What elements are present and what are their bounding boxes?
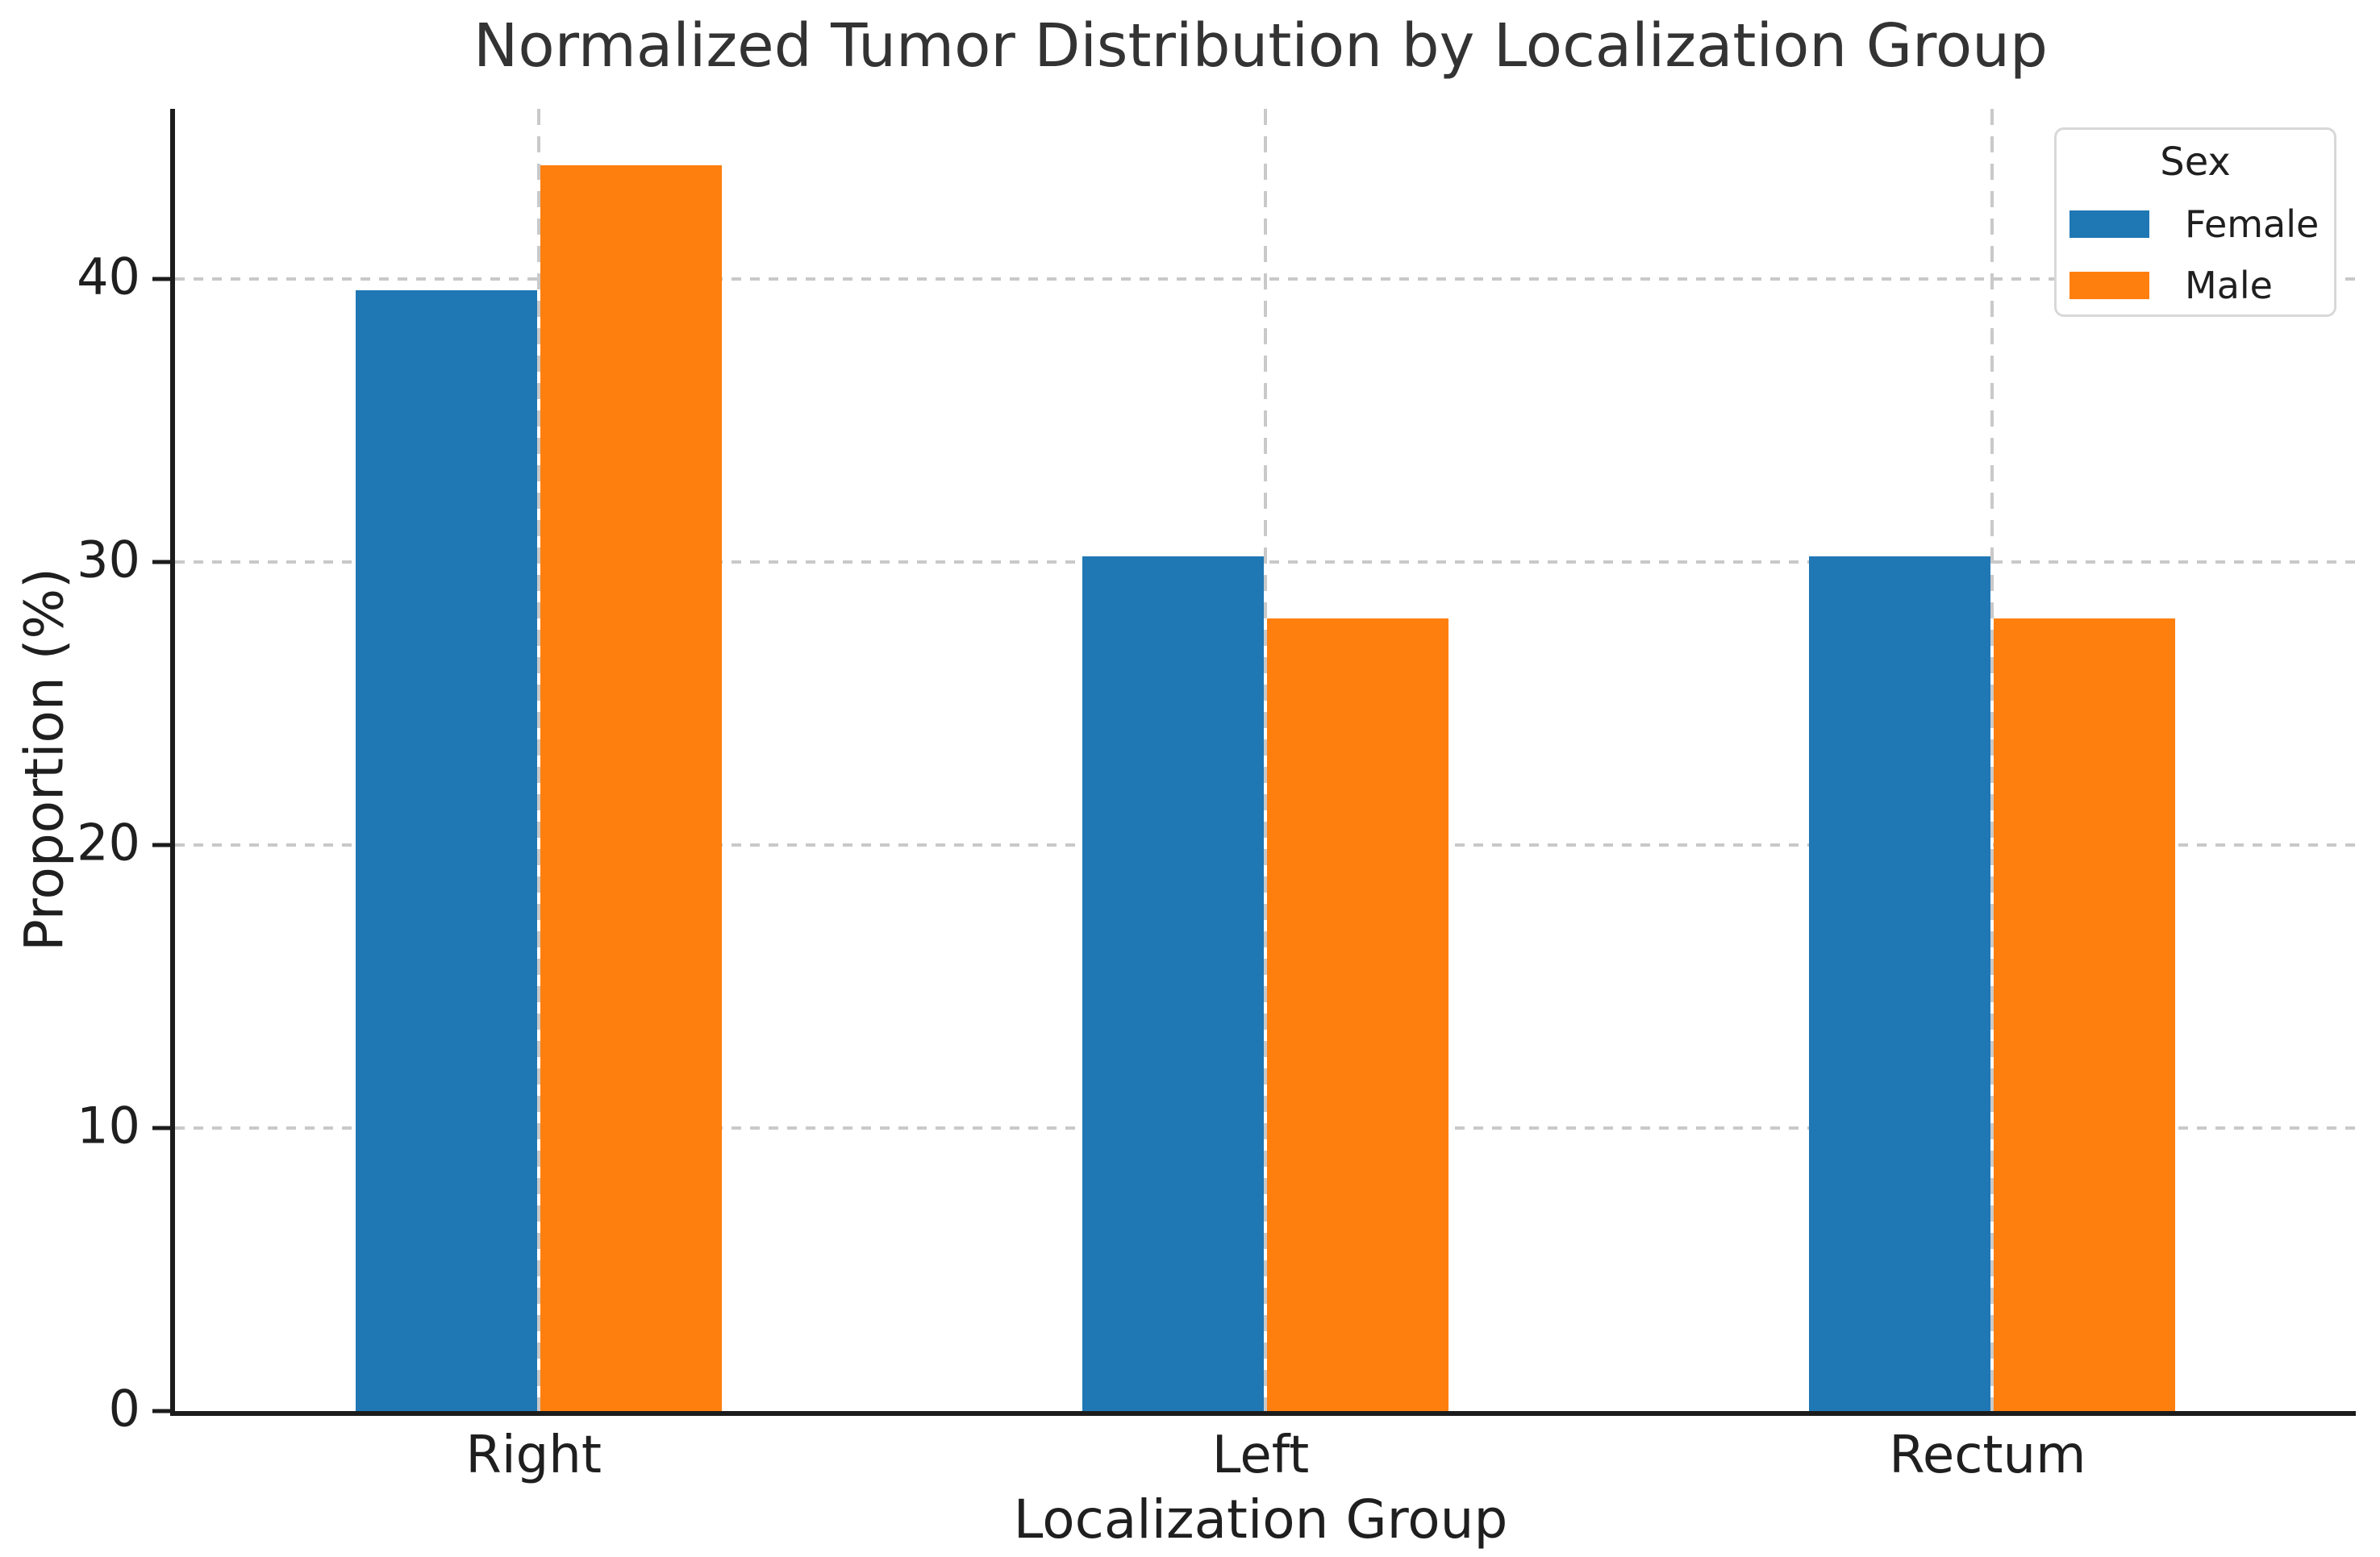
chart-title: Normalized Tumor Distribution by Localiz… (473, 11, 2048, 81)
legend-title: Sex (2160, 139, 2231, 185)
gridline-x-right (536, 109, 540, 1411)
legend-swatch-female (2069, 210, 2149, 238)
gridline-x-left (1264, 109, 1267, 1411)
legend: Sex Female Male (2054, 127, 2336, 317)
y-tick-label-40: 40 (77, 247, 140, 306)
y-tick-label-20: 20 (77, 813, 140, 872)
bar-rectum-male (1994, 618, 2176, 1411)
x-tick-label-left: Left (1211, 1426, 1310, 1485)
legend-row-male: Male (2069, 264, 2321, 307)
bar-left-female (1082, 556, 1264, 1411)
x-tick-label-rectum: Rectum (1889, 1426, 2086, 1485)
bar-left-male (1267, 618, 1448, 1411)
legend-label-male: Male (2185, 264, 2273, 307)
x-axis-label: Localization Group (1013, 1488, 1508, 1551)
y-tick-mark-30 (152, 560, 170, 564)
y-tick-mark-20 (152, 843, 170, 847)
x-tick-label-right: Right (465, 1426, 602, 1485)
legend-row-female: Female (2069, 202, 2321, 246)
gridline-x-rectum (1990, 109, 1994, 1411)
bar-right-female (355, 289, 537, 1411)
legend-swatch-male (2069, 272, 2149, 299)
y-tick-label-10: 10 (77, 1096, 140, 1155)
y-axis-label: Proportion (%) (13, 568, 76, 951)
y-tick-mark-40 (152, 277, 170, 281)
y-tick-mark-0 (152, 1409, 170, 1413)
y-tick-label-0: 0 (108, 1379, 140, 1438)
legend-label-female: Female (2185, 202, 2320, 246)
plot-area (170, 109, 2356, 1416)
bar-rectum-female (1809, 556, 1991, 1411)
y-tick-label-30: 30 (77, 530, 140, 589)
y-tick-mark-10 (152, 1126, 170, 1130)
bar-right-male (540, 165, 722, 1411)
